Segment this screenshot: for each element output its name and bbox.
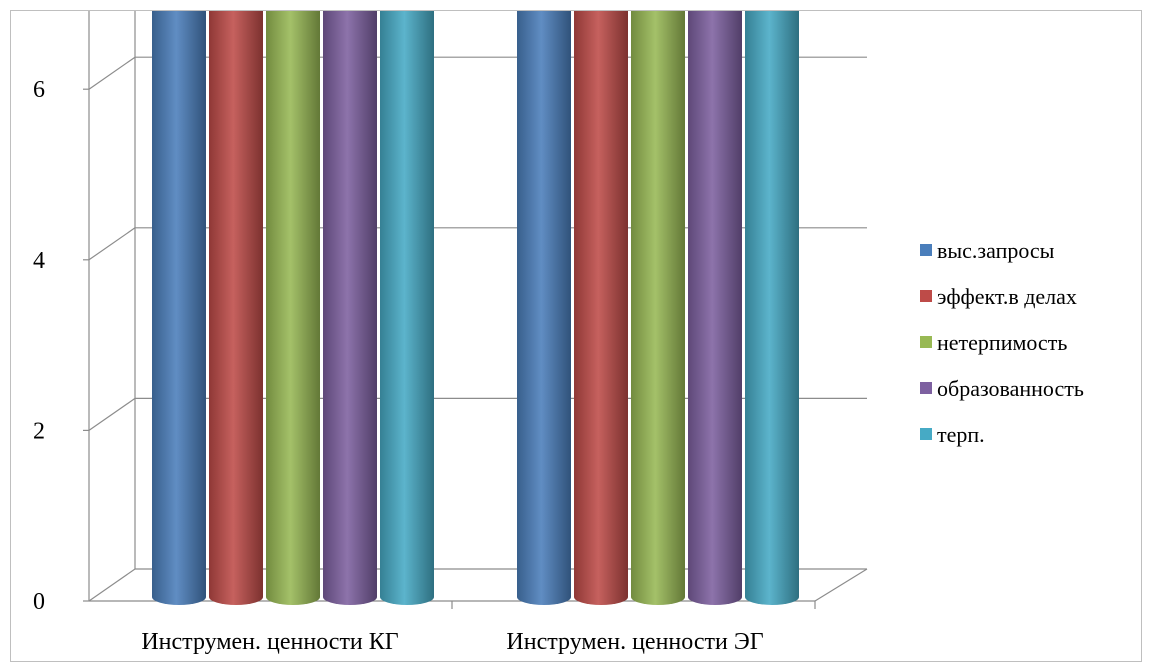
x-category-label: Инструмен. ценности ЭГ — [506, 629, 763, 655]
bar — [517, 11, 571, 605]
legend-entry: выс.запросы — [937, 238, 1055, 263]
chart-frame: 024681012 11,768,511,710,58,911,17,910,2… — [10, 10, 1142, 662]
legend-entry: эффект.в делах — [937, 284, 1077, 309]
legend-entry: терп. — [937, 422, 985, 447]
y-tick-label: 2 — [33, 418, 45, 444]
legend-swatch — [920, 244, 932, 256]
bar — [323, 11, 377, 605]
bar — [688, 11, 742, 605]
bar — [631, 11, 685, 605]
x-category-label: Инструмен. ценности КГ — [141, 629, 398, 655]
y-tick-label: 6 — [33, 77, 45, 103]
legend-entry: образованность — [937, 376, 1084, 401]
y-tick-label: 0 — [33, 589, 45, 615]
legend: выс.запросы эффект.в делах нетерпимость обр… — [920, 238, 1084, 447]
bar-chart: 024681012 11,768,511,710,58,911,17,910,2… — [33, 11, 1084, 655]
y-tick-label: 4 — [33, 248, 45, 274]
legend-swatch — [920, 428, 932, 440]
bar — [574, 11, 628, 605]
legend-swatch — [920, 336, 932, 348]
y-axis-ticks: 024681012 — [33, 77, 45, 615]
bar — [745, 11, 799, 605]
legend-swatch — [920, 290, 932, 302]
legend-swatch — [920, 382, 932, 394]
bar — [380, 11, 434, 605]
bar — [209, 11, 263, 605]
bar — [152, 11, 206, 605]
bar — [266, 11, 320, 605]
legend-entry: нетерпимость — [937, 330, 1067, 355]
category-labels: Инструмен. ценности КГ Инструмен. ценност… — [141, 629, 763, 655]
bars: 11,768,511,710,58,911,17,910,29,77,6 — [152, 11, 799, 605]
